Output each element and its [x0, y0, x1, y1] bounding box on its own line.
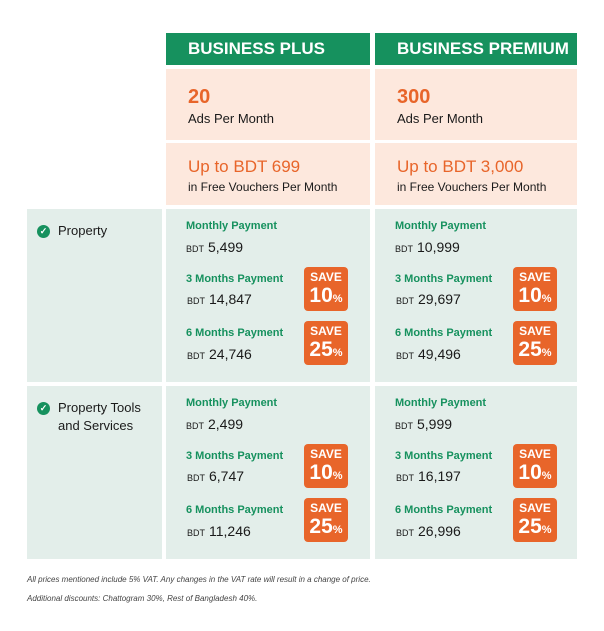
three-months-price: BDT 29,697	[396, 291, 461, 307]
ads-label: Ads Per Month	[188, 111, 274, 126]
save-text: SAVE	[310, 270, 342, 284]
currency: BDT	[395, 244, 413, 254]
save-percent: 10%	[518, 284, 552, 307]
currency: BDT	[187, 473, 205, 483]
save-text: SAVE	[310, 324, 342, 338]
amount: 10,999	[417, 239, 460, 255]
currency: BDT	[186, 421, 204, 431]
amount: 2,499	[208, 416, 244, 432]
amount: 5,999	[417, 416, 453, 432]
currency: BDT	[186, 244, 204, 254]
six-months-payment-label: 6 Months Payment	[186, 504, 284, 516]
six-months-price: BDT 11,246	[187, 523, 251, 539]
save-badge-25: SAVE 25%	[304, 321, 348, 365]
currency: BDT	[396, 473, 414, 483]
amount: 5,499	[208, 239, 244, 255]
price-cell: Monthly Payment BDT 5,499 3 Months Paymen…	[166, 209, 370, 382]
currency: BDT	[187, 528, 205, 538]
monthly-price: BDT 5,999	[395, 416, 452, 432]
monthly-payment-label: Monthly Payment	[186, 397, 278, 409]
vat-note: All prices mentioned include 5% VAT. Any…	[27, 575, 371, 584]
six-months-price: BDT 26,996	[396, 523, 461, 539]
amount: 29,697	[418, 291, 461, 307]
amount: 16,197	[418, 468, 461, 484]
voucher-cell-premium: Up to BDT 3,000 in Free Vouchers Per Mon…	[375, 143, 577, 205]
three-months-price: BDT 6,747	[187, 468, 244, 484]
save-percent: 10%	[309, 461, 343, 484]
currency: BDT	[396, 351, 414, 361]
section-name: Property Tools and Services	[58, 400, 141, 433]
price-cell: Monthly Payment BDT 5,999 3 Months Paymen…	[375, 386, 577, 559]
three-months-payment-label: 3 Months Payment	[186, 273, 284, 285]
save-text: SAVE	[519, 324, 551, 338]
amount: 14,847	[209, 291, 252, 307]
save-text: SAVE	[519, 501, 551, 515]
amount: 24,746	[209, 346, 252, 362]
six-months-price: BDT 49,496	[396, 346, 461, 362]
check-circle-icon: ✓	[37, 402, 50, 415]
three-months-payment-label: 3 Months Payment	[395, 450, 493, 462]
ads-count: 300	[397, 86, 431, 108]
save-text: SAVE	[519, 447, 551, 461]
currency: BDT	[396, 528, 414, 538]
currency: BDT	[396, 296, 414, 306]
save-text: SAVE	[310, 447, 342, 461]
price-cell: Monthly Payment BDT 10,999 3 Months Payme…	[375, 209, 577, 382]
currency: BDT	[395, 421, 413, 431]
save-percent: 10%	[518, 461, 552, 484]
save-badge-10: SAVE 10%	[304, 444, 348, 488]
section-label-property-tools: ✓ Property Tools and Services	[27, 386, 162, 559]
ads-count: 20	[188, 86, 211, 108]
save-percent: 25%	[518, 515, 552, 538]
three-months-price: BDT 16,197	[396, 468, 461, 484]
six-months-payment-label: 6 Months Payment	[395, 327, 493, 339]
amount: 49,496	[418, 346, 461, 362]
six-months-payment-label: 6 Months Payment	[186, 327, 284, 339]
voucher-amount: Up to BDT 3,000	[397, 157, 524, 176]
ads-cell-premium: 300 Ads Per Month	[375, 69, 577, 140]
price-cell: Monthly Payment BDT 2,499 3 Months Paymen…	[166, 386, 370, 559]
section-label-property: ✓ Property	[27, 209, 162, 382]
voucher-amount: Up to BDT 699	[188, 157, 301, 176]
monthly-price: BDT 2,499	[186, 416, 243, 432]
three-months-payment-label: 3 Months Payment	[186, 450, 284, 462]
save-badge-10: SAVE 10%	[304, 267, 348, 311]
monthly-payment-label: Monthly Payment	[395, 220, 487, 232]
save-badge-10: SAVE 10%	[513, 444, 557, 488]
six-months-price: BDT 24,746	[187, 346, 252, 362]
save-percent: 25%	[309, 338, 343, 361]
save-badge-25: SAVE 25%	[304, 498, 348, 542]
discount-note: Additional discounts: Chattogram 30%, Re…	[27, 594, 258, 603]
voucher-label: in Free Vouchers Per Month	[188, 180, 338, 194]
save-badge-25: SAVE 25%	[513, 498, 557, 542]
section-name: Property	[58, 223, 108, 238]
ads-cell-plus: 20 Ads Per Month	[166, 69, 370, 140]
save-badge-25: SAVE 25%	[513, 321, 557, 365]
check-circle-icon: ✓	[37, 225, 50, 238]
currency: BDT	[187, 351, 205, 361]
save-percent: 25%	[309, 515, 343, 538]
monthly-payment-label: Monthly Payment	[186, 220, 278, 232]
voucher-label: in Free Vouchers Per Month	[397, 180, 547, 194]
plan-header-business-premium: BUSINESS PREMIUM	[375, 33, 577, 65]
plan-header-business-plus: BUSINESS PLUS	[166, 33, 370, 65]
three-months-price: BDT 14,847	[187, 291, 252, 307]
amount: 11,246	[209, 523, 251, 539]
three-months-payment-label: 3 Months Payment	[395, 273, 493, 285]
amount: 6,747	[209, 468, 245, 484]
voucher-cell-plus: Up to BDT 699 in Free Vouchers Per Month	[166, 143, 370, 205]
save-text: SAVE	[310, 501, 342, 515]
save-badge-10: SAVE 10%	[513, 267, 557, 311]
six-months-payment-label: 6 Months Payment	[395, 504, 493, 516]
monthly-price: BDT 10,999	[395, 239, 460, 255]
monthly-payment-label: Monthly Payment	[395, 397, 487, 409]
ads-label: Ads Per Month	[397, 111, 483, 126]
amount: 26,996	[418, 523, 461, 539]
monthly-price: BDT 5,499	[186, 239, 243, 255]
save-percent: 25%	[518, 338, 552, 361]
save-text: SAVE	[519, 270, 551, 284]
currency: BDT	[187, 296, 205, 306]
save-percent: 10%	[309, 284, 343, 307]
